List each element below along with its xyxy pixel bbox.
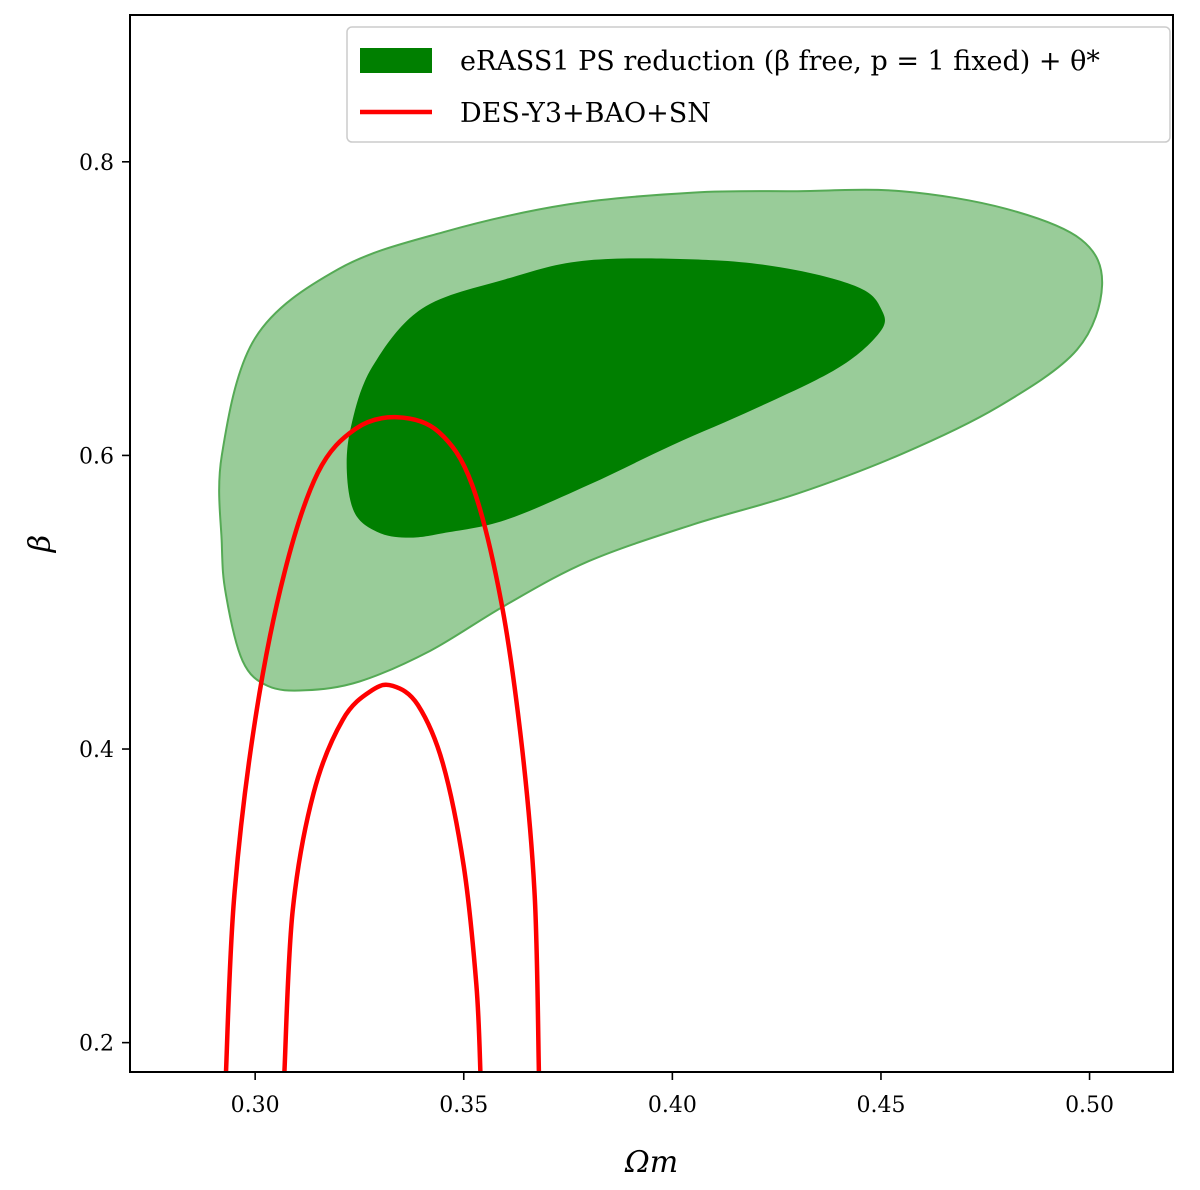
legend-label-erass1: eRASS1 PS reduction (β free, p = 1 fixed… <box>460 46 1100 77</box>
x-tick-label: 0.50 <box>1065 1093 1114 1118</box>
y-tick-label: 0.4 <box>79 738 114 763</box>
legend-swatch-erass1 <box>360 48 432 73</box>
x-tick-label: 0.45 <box>856 1093 905 1118</box>
axes-frame <box>129 14 1174 1073</box>
contours-layer <box>218 188 1104 1072</box>
erass1-contour-68pct <box>346 258 885 538</box>
x-tick-label: 0.30 <box>231 1093 280 1118</box>
legend-label-des: DES-Y3+BAO+SN <box>460 98 711 129</box>
x-tick-label: 0.35 <box>439 1093 488 1118</box>
x-tick-label: 0.40 <box>648 1093 697 1118</box>
y-axis-ticks: 0.2 0.4 0.6 0.8 <box>79 151 130 1057</box>
y-tick-label: 0.8 <box>79 151 114 176</box>
des-contour-68pct <box>282 682 483 1072</box>
y-axis-label: β <box>23 535 58 553</box>
x-axis-label: Ωm <box>624 1145 678 1180</box>
legend: eRASS1 PS reduction (β free, p = 1 fixed… <box>346 26 1171 143</box>
x-axis-ticks: 0.30 0.35 0.40 0.45 0.50 <box>231 1072 1114 1118</box>
des-contour-95pct <box>223 414 542 1072</box>
y-tick-label: 0.2 <box>79 1032 114 1057</box>
y-tick-label: 0.6 <box>79 444 114 469</box>
legend-box <box>346 26 1171 143</box>
